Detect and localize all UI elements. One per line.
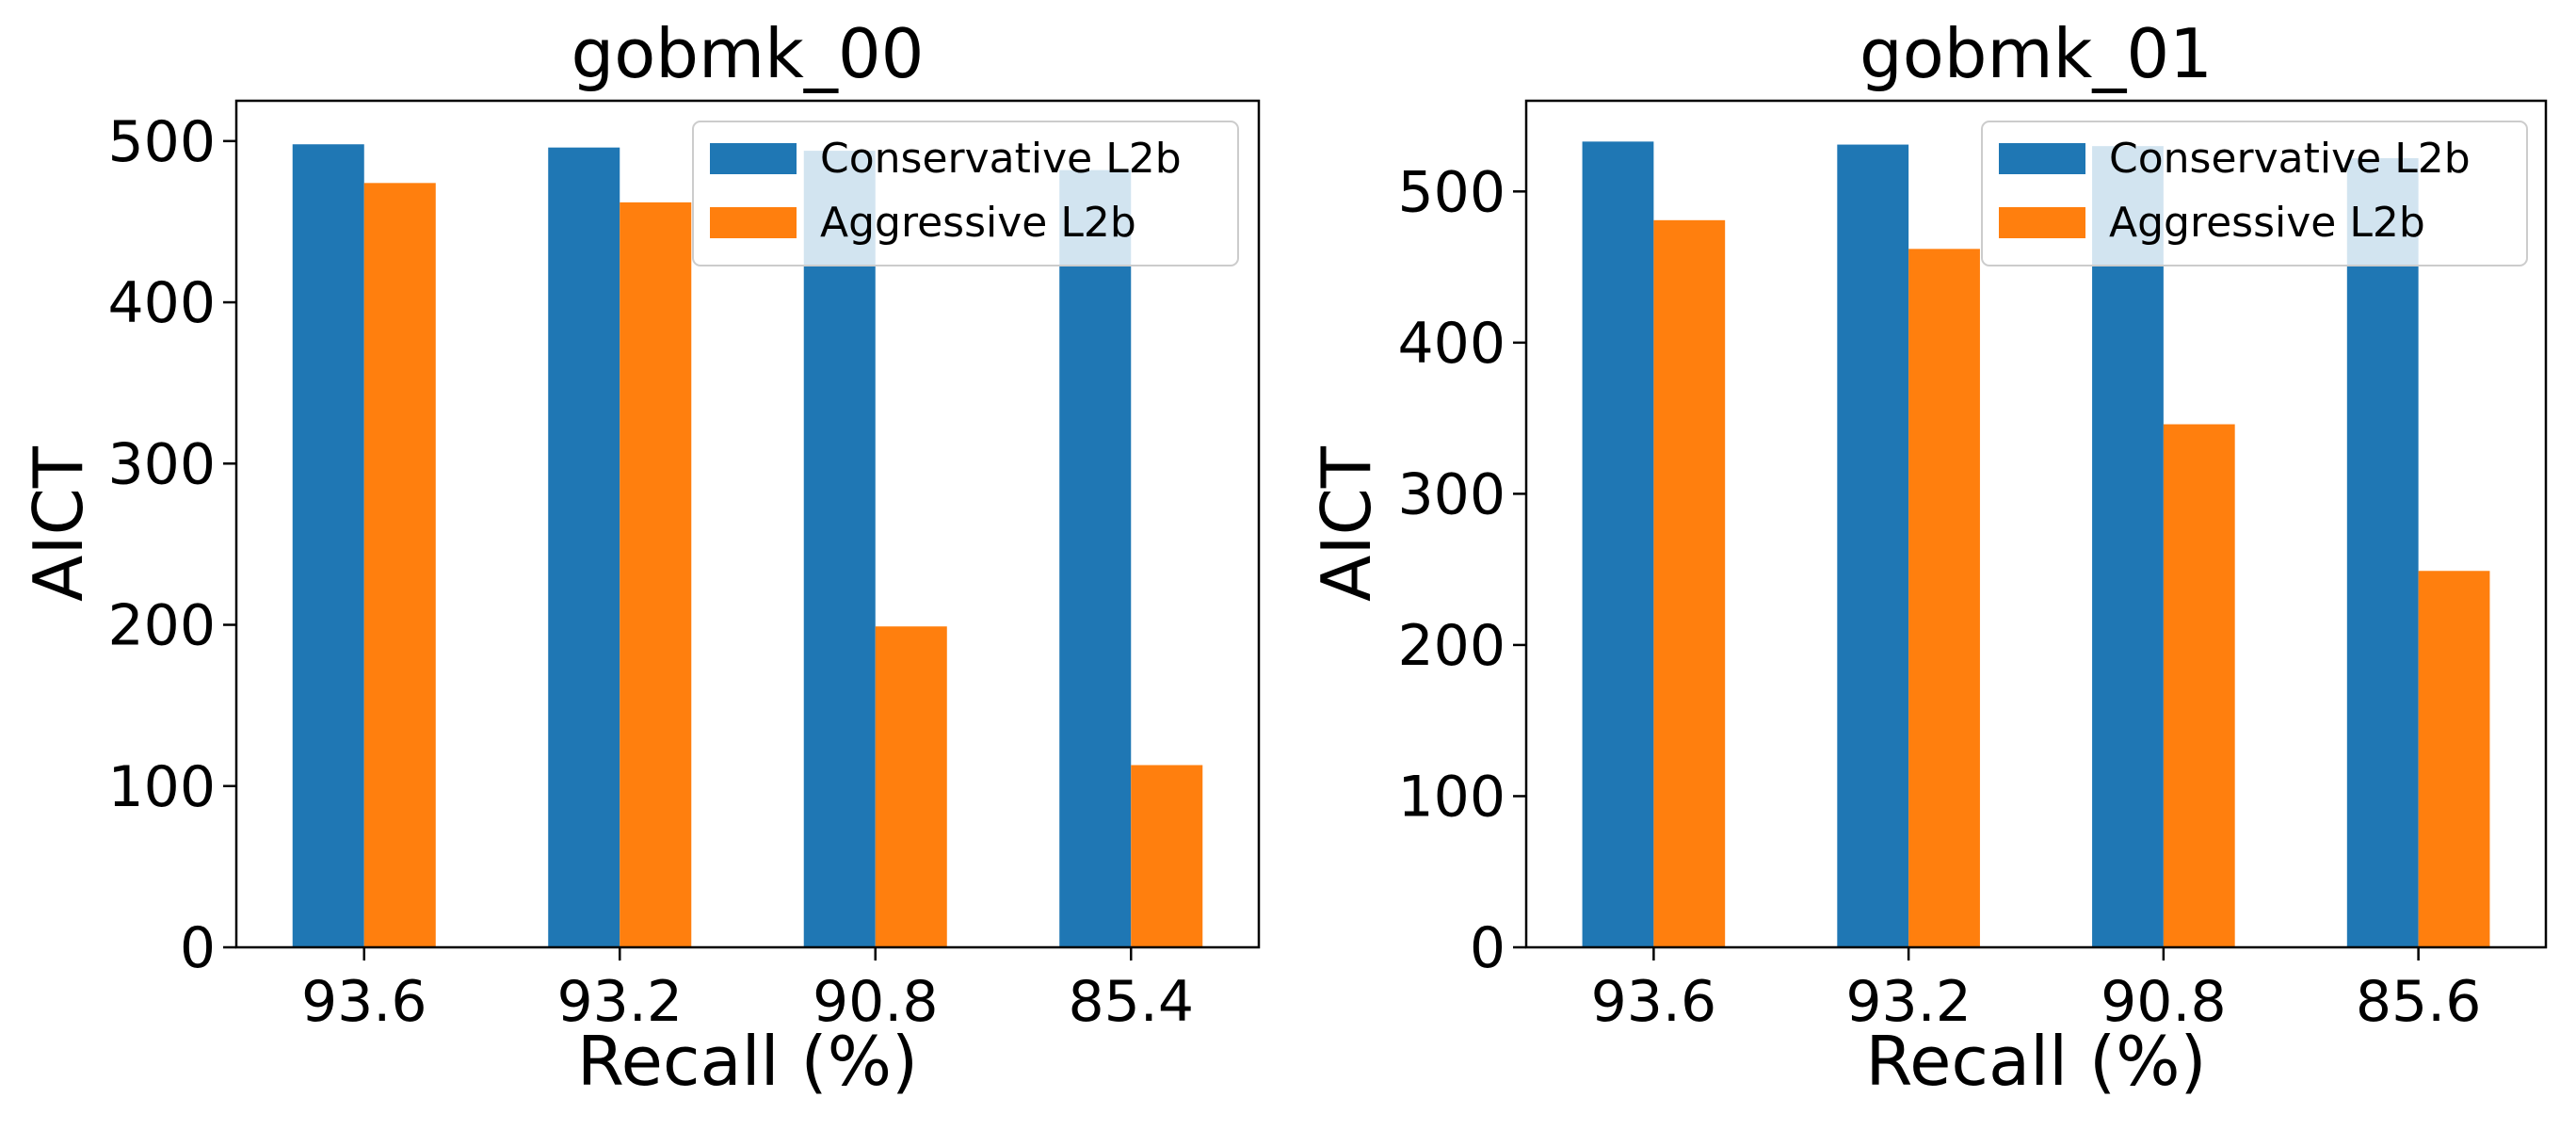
x-axis-label: Recall (%) [577,1022,918,1101]
plot-frame [234,99,1261,949]
legend-box [1981,121,2528,266]
chart-title: gobmk_00 [572,14,925,93]
y-tick-label: 100 [1397,764,1505,830]
x-axis-label: Recall (%) [1865,1022,2206,1101]
legend: Conservative L2b Aggressive L2b [692,121,1239,266]
y-tick-label: 400 [1397,311,1505,377]
y-tick-label: 0 [180,915,216,981]
bar-conservative-90-8 [803,151,876,948]
bar-conservative-85-4 [1059,170,1132,947]
legend-label-conservative: Conservative L2b [2109,135,2471,183]
bar-aggressive-85-4 [1131,765,1203,947]
x-tick-label: 93.6 [301,969,427,1035]
plot-frame [1524,99,2548,949]
legend-swatch-conservative [1999,143,2085,174]
y-tick-label: 300 [1397,461,1505,527]
y-tick-label: 400 [107,270,216,336]
bar-aggressive-93-6 [1653,219,1726,947]
y-axis-label: AICT [1307,445,1386,602]
bar-aggressive-93-2 [620,202,692,947]
chart-title: gobmk_01 [1860,14,2213,93]
bar-aggressive-90-8 [875,626,947,947]
bar-aggressive-90-8 [2163,424,2235,948]
legend-swatch-aggressive [1999,207,2085,238]
y-tick-label: 500 [1397,159,1505,225]
legend-label-aggressive: Aggressive L2b [820,199,1136,247]
x-tick-label: 90.8 [2101,969,2227,1035]
x-tick-label: 93.6 [1591,969,1717,1035]
bar-conservative-90-8 [2092,146,2164,948]
y-tick-label: 100 [107,754,216,820]
y-tick-label: 200 [107,593,216,659]
bar-conservative-93-6 [292,144,364,948]
bar-conservative-93-2 [548,147,620,947]
bar-conservative-85-6 [2346,158,2419,948]
y-tick-label: 0 [1470,915,1505,981]
y-axis-label: AICT [19,445,98,602]
legend-label-conservative: Conservative L2b [820,135,1182,183]
legend-label-aggressive: Aggressive L2b [2109,199,2425,247]
bar-aggressive-93-2 [1908,249,1980,947]
y-tick-label: 300 [107,431,216,497]
chart-gobmk-00: 0 100 200 300 400 500 93.6 93.2 90.8 85.4 gobmk_00… [19,14,1261,1101]
bar-aggressive-93-6 [363,183,436,947]
y-tick-label: 200 [1397,613,1505,679]
bar-conservative-93-2 [1837,144,1909,947]
legend: Conservative L2b Aggressive L2b [1981,121,2528,266]
legend-box [692,121,1239,266]
chart-gobmk-01: 0 100 200 300 400 500 93.6 93.2 90.8 85.6 gobmk_01… [1307,14,2548,1101]
legend-swatch-conservative [710,143,797,174]
x-tick-label: 90.8 [813,969,939,1035]
x-tick-label: 85.6 [2356,969,2482,1035]
y-tick-label: 500 [107,109,216,175]
legend-swatch-aggressive [710,207,797,238]
bar-conservative-93-6 [1582,141,1654,947]
bar-aggressive-85-6 [2418,571,2490,947]
x-tick-label: 93.2 [1845,969,1972,1035]
x-tick-label: 85.4 [1068,969,1194,1035]
x-tick-label: 93.2 [556,969,683,1035]
